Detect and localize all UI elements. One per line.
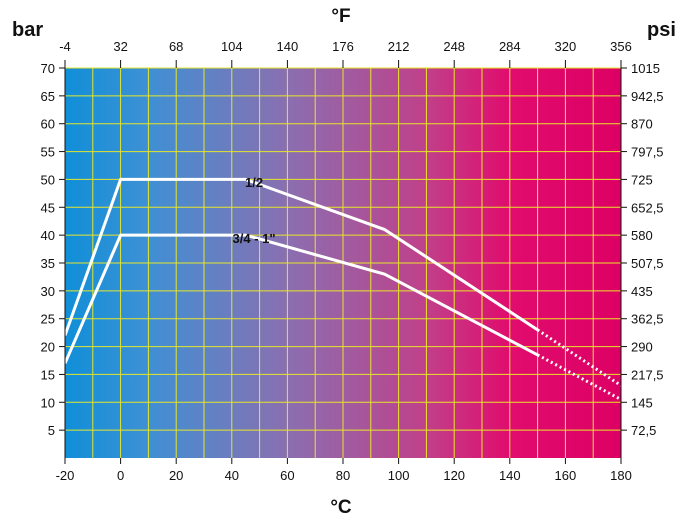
x-top-tick-label: -4: [59, 39, 71, 54]
y-axis-right: 72,5 145 217,5 290 362,5 435 507,5 580 652,5 725 7…: [620, 61, 664, 458]
y-tick-label: 70: [41, 61, 55, 76]
x-top-tick-label: 356: [610, 39, 632, 54]
y-tick-label: 45: [41, 200, 55, 215]
y-tick-label: 65: [41, 89, 55, 104]
x-tick-label: 160: [555, 468, 577, 483]
x-tick-label: 140: [499, 468, 521, 483]
x-top-tick-label: 248: [443, 39, 465, 54]
x-tick-label: 180: [610, 468, 632, 483]
y-tick-label: 25: [41, 312, 55, 327]
x-top-tick-label: 320: [555, 39, 577, 54]
x-top-tick-label: 140: [277, 39, 299, 54]
y-right-tick-label: 290: [631, 340, 653, 355]
series-line-dotted: [536, 328, 622, 387]
series-line: [63, 177, 539, 336]
series-label: 3/4 - 1": [233, 231, 276, 246]
x-top-tick-label: 104: [221, 39, 243, 54]
y-axis-right-unit: psi: [647, 19, 676, 41]
y-right-tick-label: 870: [631, 117, 653, 132]
y-tick-label: 30: [41, 284, 55, 299]
x-top-tick-label: 212: [388, 39, 410, 54]
series-line: [63, 233, 539, 364]
y-right-tick-label: 362,5: [631, 312, 664, 327]
x-axis-bottom: -20 0 20 40 60 80 100 120 140 160 180: [56, 458, 632, 483]
y-right-tick-label: 72,5: [631, 423, 656, 438]
x-top-tick-label: 32: [113, 39, 127, 54]
y-tick-label: 35: [41, 256, 55, 271]
x-tick-label: 60: [280, 468, 294, 483]
y-right-tick-label: 217,5: [631, 367, 664, 382]
x-tick-label: -20: [56, 468, 75, 483]
y-tick-label: 20: [41, 340, 55, 355]
y-right-tick-label: 942,5: [631, 89, 664, 104]
x-tick-label: 0: [117, 468, 124, 483]
y-tick-label: 60: [41, 117, 55, 132]
series-line-dotted: [536, 353, 622, 401]
x-tick-label: 20: [169, 468, 183, 483]
y-right-tick-label: 797,5: [631, 145, 664, 160]
x-top-tick-label: 68: [169, 39, 183, 54]
x-axis-top: -4 32 68 104 140 176 212 248 284 320 356: [59, 39, 632, 68]
y-right-tick-label: 507,5: [631, 256, 664, 271]
x-top-tick-label: 284: [499, 39, 521, 54]
x-tick-label: 100: [388, 468, 410, 483]
y-tick-label: 10: [41, 395, 55, 410]
y-axis-left: 5 10 15 20 25 30 35 40 45 50 55 60 65 70: [41, 61, 66, 458]
x-axis-top-unit: °F: [331, 6, 350, 27]
y-right-tick-label: 580: [631, 228, 653, 243]
y-right-tick-label: 652,5: [631, 200, 664, 215]
series-lines: 1/2 3/4 - 1": [63, 175, 622, 401]
series-label: 1/2: [245, 175, 263, 190]
y-tick-label: 55: [41, 145, 55, 160]
y-tick-label: 50: [41, 172, 55, 187]
y-tick-label: 5: [48, 423, 55, 438]
y-right-tick-label: 145: [631, 395, 653, 410]
y-tick-label: 40: [41, 228, 55, 243]
x-top-tick-label: 176: [332, 39, 354, 54]
y-right-tick-label: 1015: [631, 61, 660, 76]
y-right-tick-label: 435: [631, 284, 653, 299]
y-tick-label: 15: [41, 367, 55, 382]
x-tick-label: 40: [225, 468, 239, 483]
y-axis-left-unit: bar: [12, 19, 43, 41]
x-axis-bottom-unit: °C: [330, 497, 352, 518]
x-tick-label: 120: [443, 468, 465, 483]
y-right-tick-label: 725: [631, 172, 653, 187]
x-tick-label: 80: [336, 468, 350, 483]
